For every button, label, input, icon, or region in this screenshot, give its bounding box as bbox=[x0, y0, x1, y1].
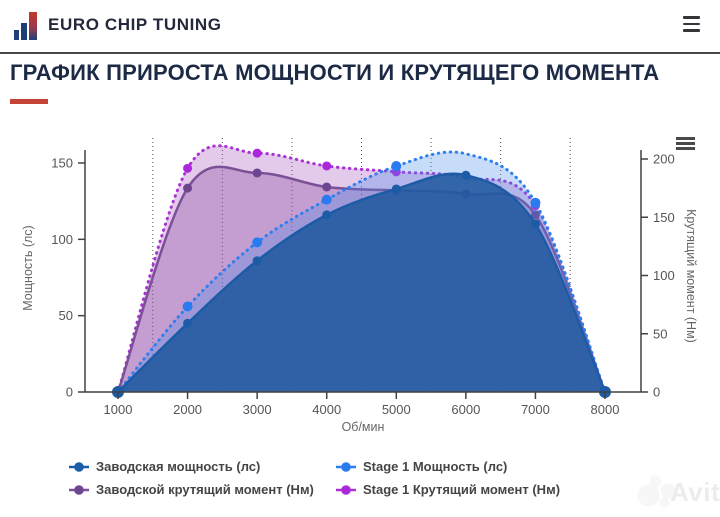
legend-label: Заводской крутящий момент (Нм) bbox=[96, 482, 314, 497]
avito-logo-circle bbox=[638, 485, 659, 506]
legend-label: Stage 1 Мощность (лс) bbox=[363, 459, 508, 474]
data-point-marker bbox=[530, 219, 540, 229]
data-point-marker bbox=[252, 237, 263, 248]
app-header: EURO CHIP TUNING bbox=[0, 0, 720, 54]
data-point-marker bbox=[322, 182, 332, 192]
data-point-marker bbox=[321, 194, 332, 205]
data-point-marker bbox=[252, 168, 262, 178]
brand-logo-bars-icon bbox=[14, 12, 40, 40]
data-point-marker bbox=[252, 148, 262, 158]
data-point-marker bbox=[530, 210, 540, 220]
data-point-marker bbox=[530, 197, 541, 208]
avito-logo-circle bbox=[650, 476, 661, 487]
tick-label: 0 bbox=[653, 385, 660, 400]
avito-logo-circle bbox=[661, 484, 675, 498]
page-title: ГРАФИК ПРИРОСТА МОЩНОСТИ И КРУТЯЩЕГО МОМ… bbox=[10, 60, 660, 85]
tick-label: 100 bbox=[51, 232, 73, 247]
tick-label: 3000 bbox=[243, 402, 272, 417]
tick-label: 7000 bbox=[521, 402, 550, 417]
tick-label: 8000 bbox=[591, 402, 620, 417]
legend-marker-icon bbox=[69, 484, 89, 495]
data-point-marker bbox=[391, 184, 401, 194]
tick-label: 150 bbox=[653, 210, 675, 225]
legend-label: Stage 1 Крутящий момент (Нм) bbox=[363, 482, 561, 497]
data-point-marker bbox=[322, 161, 332, 171]
legend-marker-icon bbox=[69, 461, 89, 472]
legend-item-3[interactable]: Stage 1 Крутящий момент (Нм) bbox=[336, 478, 560, 501]
data-point-marker bbox=[252, 256, 262, 266]
tick-label: 4000 bbox=[312, 402, 341, 417]
tick-label: 150 bbox=[51, 156, 73, 171]
tick-label: 0 bbox=[66, 385, 73, 400]
x-axis-title: Об/мин bbox=[341, 420, 385, 434]
legend-item-2[interactable]: Заводской крутящий момент (Нм) bbox=[69, 478, 336, 501]
legend-item-1[interactable]: Stage 1 Мощность (лс) bbox=[336, 455, 560, 478]
tick-label: 100 bbox=[653, 268, 675, 283]
legend-item-0[interactable]: Заводская мощность (лс) bbox=[69, 455, 336, 478]
tick-label: 2000 bbox=[173, 402, 202, 417]
tick-label: 1000 bbox=[104, 402, 133, 417]
avito-watermark-text: Avito bbox=[670, 477, 720, 507]
title-accent-bar bbox=[10, 99, 48, 104]
chart-legend: Заводская мощность (лс) Stage 1 Мощность … bbox=[69, 455, 560, 501]
tick-label: 50 bbox=[653, 326, 667, 341]
hamburger-menu-icon[interactable] bbox=[683, 16, 700, 35]
legend-label: Заводская мощность (лс) bbox=[96, 459, 261, 474]
data-point-marker bbox=[391, 161, 402, 172]
tick-label: 50 bbox=[59, 308, 73, 323]
series-line bbox=[117, 172, 607, 393]
data-point-marker bbox=[183, 318, 193, 328]
tick-label: 6000 bbox=[451, 402, 480, 417]
series-area bbox=[118, 173, 605, 392]
chart-context-menu-icon[interactable] bbox=[676, 137, 695, 153]
data-point-marker bbox=[183, 163, 193, 173]
series-power-stock bbox=[112, 170, 611, 398]
data-point-marker bbox=[182, 301, 193, 312]
tick-label: 5000 bbox=[382, 402, 411, 417]
data-point-marker bbox=[183, 183, 193, 193]
brand-name: EURO CHIP TUNING bbox=[48, 15, 222, 34]
data-point-marker bbox=[461, 170, 471, 180]
data-point-marker bbox=[322, 210, 332, 220]
legend-marker-icon bbox=[336, 461, 356, 472]
legend-marker-icon bbox=[336, 484, 356, 495]
tick-label: 200 bbox=[653, 152, 675, 167]
avito-watermark: Avito bbox=[604, 467, 720, 513]
avito-logo-circle bbox=[660, 498, 669, 507]
